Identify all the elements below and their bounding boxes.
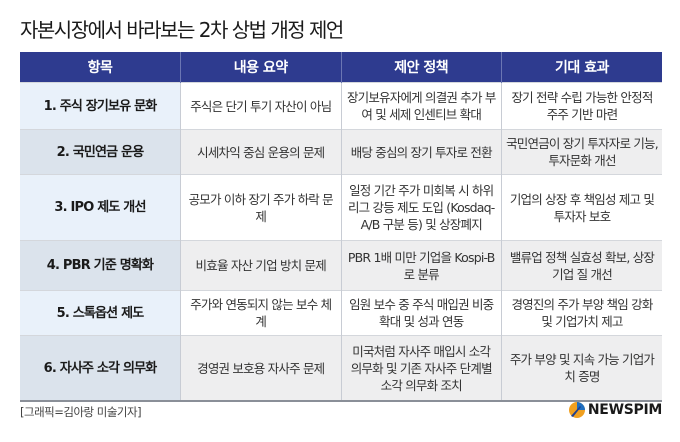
table-cell: 공모가 이하 장기 주가 하락 문제 — [180, 174, 341, 241]
table-row: 3. IPO 제도 개선 공모가 이하 장기 주가 하락 문제 일정 기간 주가 미… — [20, 174, 662, 241]
item-cell: 1. 주식 장기보유 문화 — [20, 82, 181, 130]
table-cell: 시세차익 중심 운용의 문제 — [180, 129, 341, 175]
newspim-logo: NEWSPIM — [568, 401, 662, 419]
table-cell: 장기 전략 수립 가능한 안정적 주주 기반 마련 — [501, 82, 662, 130]
item-cell: 5. 스톡옵션 제도 — [20, 290, 181, 336]
logo-text: NEWSPIM — [587, 402, 662, 418]
table-header-row: 항목 내용 요약 제안 정책 기대 효과 — [20, 52, 662, 83]
table-cell: 장기보유자에게 의결권 추가 부여 및 세제 인센티브 확대 — [340, 82, 502, 130]
table-row: 6. 자사주 소각 의무화 경영권 보호용 자사주 문제 미국처럼 자사주 매입시 … — [20, 335, 662, 402]
table-row: 2. 국민연금 운용 시세차익 중심 운용의 문제 배당 중심의 장기 투자로 전환… — [20, 129, 662, 175]
table-cell: 주가 부양 및 지속 가능 기업가치 증명 — [501, 335, 662, 402]
item-cell: 2. 국민연금 운용 — [20, 129, 181, 175]
column-header: 항목 — [20, 52, 181, 83]
table-cell: 경영권 보호용 자사주 문제 — [180, 335, 341, 402]
column-header: 내용 요약 — [180, 52, 341, 83]
table-cell: 비효율 자산 기업 방치 문제 — [180, 240, 341, 291]
page-title: 자본시장에서 바라보는 2차 상법 개정 제언 — [20, 18, 344, 42]
table-row: 4. PBR 기준 명확화 비효율 자산 기업 방치 문제 PBR 1배 미만 기업… — [20, 240, 662, 291]
column-header: 기대 효과 — [501, 52, 662, 83]
table-row: 5. 스톡옵션 제도 주가와 연동되지 않는 보수 체계 임원 보수 중 주식 매입… — [20, 290, 662, 336]
column-header: 제안 정책 — [340, 52, 502, 83]
item-cell: 4. PBR 기준 명확화 — [20, 240, 181, 291]
table-row: 1. 주식 장기보유 문화 주식은 단기 투기 자산이 아님 장기보유자에게 의결권… — [20, 82, 662, 130]
table-cell: 주가와 연동되지 않는 보수 체계 — [180, 290, 341, 336]
table-cell: 경영진의 주가 부양 책임 강화 및 기업가치 제고 — [501, 290, 662, 336]
item-cell: 6. 자사주 소각 의무화 — [20, 335, 181, 402]
item-cell: 3. IPO 제도 개선 — [20, 174, 181, 241]
table-cell: 배당 중심의 장기 투자로 전환 — [340, 129, 502, 175]
table-cell: PBR 1배 미만 기업을 Kospi-B로 분류 — [340, 240, 502, 291]
table-cell: 일정 기간 주가 미회복 시 하위리그 강등 제도 도입 (Kosdaq-A/B… — [340, 174, 502, 241]
table-cell: 국민연금이 장기 투자자로 기능, 투자문화 개선 — [501, 129, 662, 175]
newspim-logo-icon — [568, 402, 585, 418]
table-cell: 미국처럼 자사주 매입시 소각 의무화 및 기존 자사주 단계별 소각 의무화 … — [340, 335, 502, 402]
table-cell: 밸류업 정책 실효성 확보, 상장기업 질 개선 — [501, 240, 662, 291]
table-cell: 임원 보수 중 주식 매입권 비중 확대 및 성과 연동 — [340, 290, 502, 336]
graphic-credit: [그래픽=김아랑 미술기자] — [20, 405, 142, 419]
table-cell: 기업의 상장 후 책임성 제고 및 투자자 보호 — [501, 174, 662, 241]
proposal-table: 항목 내용 요약 제안 정책 기대 효과 1. 주식 장기보유 문화 주식은 단기… — [20, 52, 662, 402]
table-cell: 주식은 단기 투기 자산이 아님 — [180, 82, 341, 130]
